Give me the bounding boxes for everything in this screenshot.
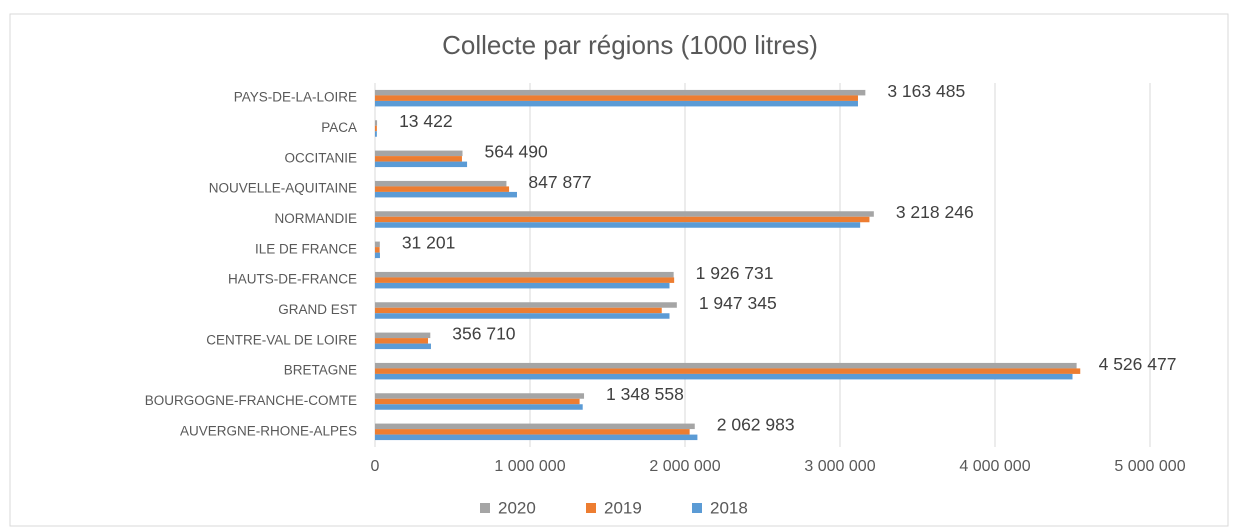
legend-swatch: [480, 503, 490, 513]
y-tick-label: HAUTS-DE-FRANCE: [228, 272, 357, 287]
chart-title: Collecte par régions (1000 litres): [442, 30, 818, 60]
bar: [375, 241, 380, 248]
bar: [375, 313, 670, 319]
bar: [375, 150, 463, 157]
x-tick-label: 3 000 000: [804, 458, 875, 475]
bar: [375, 271, 674, 278]
y-tick-label: OCCITANIE: [284, 150, 357, 165]
bar: [375, 277, 675, 283]
value-label: 3 163 485: [887, 81, 965, 101]
value-label: 356 710: [452, 323, 516, 343]
bar: [375, 398, 580, 405]
bar: [375, 186, 510, 192]
bar: [375, 404, 583, 410]
legend-label: 2020: [498, 498, 536, 517]
bar: [375, 247, 380, 253]
bar: [375, 393, 585, 399]
y-tick-label: ILE DE FRANCE: [255, 241, 357, 256]
value-label: 13 422: [399, 111, 453, 131]
y-tick-label: PAYS-DE-LA-LOIRE: [234, 90, 357, 105]
bar: [375, 338, 429, 344]
bar: [375, 120, 378, 126]
y-tick-label: NORMANDIE: [274, 211, 357, 226]
bar: [375, 332, 431, 339]
bar: [375, 343, 431, 350]
y-tick-label: AUVERGNE-RHONE-ALPES: [180, 423, 357, 438]
x-tick-label: 0: [371, 458, 380, 475]
value-label: 564 490: [484, 141, 548, 161]
bar: [375, 156, 462, 162]
value-label: 31 201: [402, 232, 456, 252]
value-label: 1 348 558: [606, 384, 684, 404]
bar: [375, 282, 670, 289]
bar: [375, 302, 677, 308]
value-label: 3 218 246: [896, 202, 974, 222]
bar: [375, 434, 698, 441]
legend-swatch: [586, 503, 596, 513]
bar: [375, 373, 1073, 380]
value-label: 4 526 477: [1099, 354, 1177, 374]
value-label: 847 877: [528, 172, 591, 192]
y-tick-label: BOURGOGNE-FRANCHE-COMTE: [145, 393, 357, 408]
bar: [375, 95, 858, 101]
bar: [375, 307, 662, 314]
legend-swatch: [692, 503, 702, 513]
x-tick-label: 5 000 000: [1114, 458, 1185, 475]
bar: [375, 362, 1077, 369]
bar: [375, 222, 861, 228]
bar: [375, 252, 380, 259]
bar: [375, 131, 377, 137]
bar: [375, 191, 517, 198]
bar: [375, 368, 1081, 374]
legend-label: 2019: [604, 498, 642, 517]
bar: [375, 161, 468, 168]
bar: [375, 89, 866, 96]
bar: [375, 211, 874, 217]
x-tick-label: 2 000 000: [649, 458, 720, 475]
x-tick-label: 4 000 000: [959, 458, 1030, 475]
bar: [375, 423, 695, 430]
value-label: 1 947 345: [699, 293, 777, 313]
bar: [375, 125, 377, 132]
bar: [375, 180, 507, 187]
bar: [375, 100, 858, 107]
bar: [375, 216, 870, 223]
legend-label: 2018: [710, 498, 748, 517]
y-tick-label: GRAND EST: [278, 302, 357, 317]
y-tick-label: CENTRE-VAL DE LOIRE: [206, 332, 357, 347]
y-tick-label: PACA: [321, 120, 357, 135]
x-tick-label: 1 000 000: [494, 458, 565, 475]
value-label: 1 926 731: [696, 263, 774, 283]
y-tick-label: NOUVELLE-AQUITAINE: [209, 181, 357, 196]
bar: [375, 429, 690, 435]
y-tick-label: BRETAGNE: [284, 363, 357, 378]
value-label: 2 062 983: [717, 414, 795, 434]
